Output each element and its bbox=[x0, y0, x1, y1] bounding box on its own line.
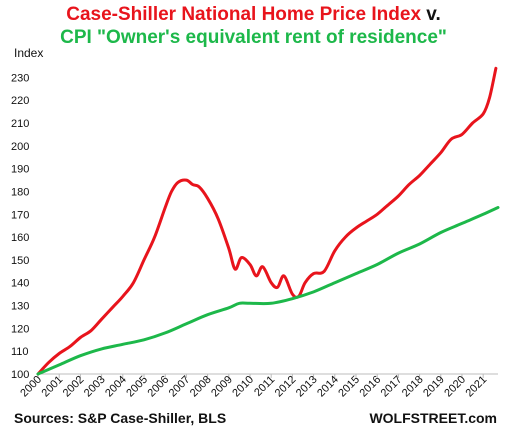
y-tick-label: 170 bbox=[11, 209, 29, 221]
x-tick-label: 2016 bbox=[357, 374, 383, 400]
case-shiller-series-line bbox=[36, 66, 498, 376]
x-tick-label: 2017 bbox=[379, 374, 405, 400]
y-tick-label: 220 bbox=[11, 95, 29, 107]
x-tick-label: 2010 bbox=[230, 374, 256, 400]
title-owners-equivalent-rent: CPI "Owner's equivalent rent of residenc… bbox=[60, 27, 447, 48]
x-tick-label: 2005 bbox=[124, 374, 150, 400]
y-tick-label: 190 bbox=[11, 164, 29, 176]
y-tick-label: 180 bbox=[11, 186, 29, 198]
x-tick-label: 2002 bbox=[61, 374, 87, 400]
x-tick-label: 2021 bbox=[463, 374, 489, 400]
x-tick-label: 2004 bbox=[103, 374, 129, 400]
x-tick-label: 2009 bbox=[209, 374, 235, 400]
y-tick-label: 110 bbox=[11, 346, 29, 358]
owners-equivalent-rent-series-line bbox=[36, 206, 500, 376]
brand-watermark: WOLFSTREET.com bbox=[369, 410, 497, 426]
x-tick-label: 2003 bbox=[82, 374, 108, 400]
x-tick-label: 2018 bbox=[400, 374, 426, 400]
y-axis-label: Index bbox=[14, 46, 43, 60]
x-tick-label: 2019 bbox=[421, 374, 447, 400]
chart-title-line-2: CPI "Owner's equivalent rent of residenc… bbox=[0, 27, 507, 49]
y-tick-label: 140 bbox=[11, 278, 29, 290]
y-tick-label: 160 bbox=[11, 232, 29, 244]
x-tick-label: 2001 bbox=[40, 374, 66, 400]
y-tick-label: 100 bbox=[11, 369, 29, 381]
x-tick-label: 2020 bbox=[442, 374, 468, 400]
x-tick-label: 2008 bbox=[188, 374, 214, 400]
y-tick-label: 150 bbox=[11, 255, 29, 267]
y-axis-ticks: 100 110 120 130 140 150 160 170 180 190 200 210 220 2… bbox=[11, 72, 29, 381]
title-versus: v. bbox=[421, 4, 441, 25]
x-axis-ticks: 2000200120022003200420052006200720082009… bbox=[18, 374, 489, 400]
y-tick-label: 130 bbox=[11, 301, 29, 313]
y-tick-label: 210 bbox=[11, 118, 29, 130]
y-tick-label: 200 bbox=[11, 141, 29, 153]
x-tick-label: 2014 bbox=[315, 374, 341, 400]
x-tick-label: 2015 bbox=[336, 374, 362, 400]
x-tick-label: 2012 bbox=[273, 374, 299, 400]
y-tick-label: 120 bbox=[11, 323, 29, 335]
y-tick-label: 230 bbox=[11, 72, 29, 84]
chart-title-line-1: Case-Shiller National Home Price Index v… bbox=[0, 4, 507, 26]
data-lines bbox=[36, 66, 500, 376]
x-tick-label: 2011 bbox=[252, 374, 277, 399]
x-tick-label: 2013 bbox=[294, 374, 320, 400]
x-tick-label: 2007 bbox=[167, 374, 193, 400]
x-tick-label: 2006 bbox=[146, 374, 172, 400]
title-case-shiller: Case-Shiller National Home Price Index bbox=[66, 4, 422, 25]
source-note: Sources: S&P Case-Shiller, BLS bbox=[14, 410, 227, 426]
